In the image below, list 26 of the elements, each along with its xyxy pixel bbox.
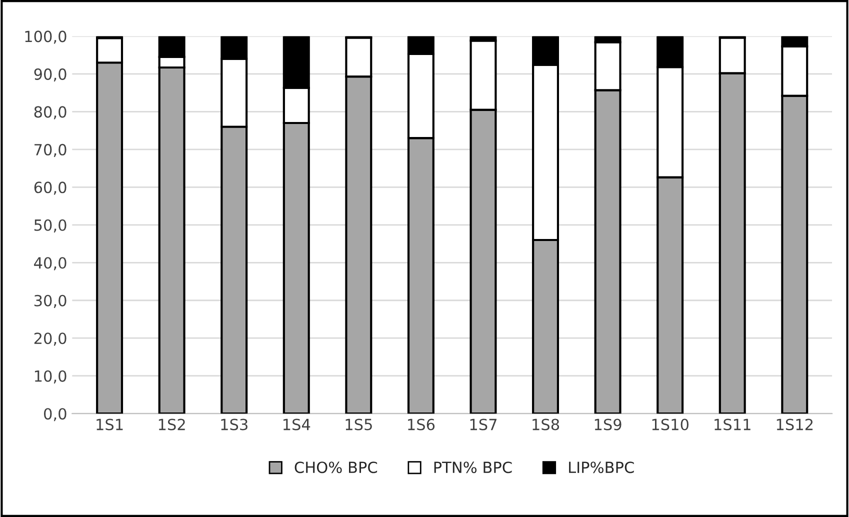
y-tick-label: 20,0 xyxy=(34,332,66,346)
y-tick-label: 0,0 xyxy=(44,408,66,422)
y-tick-label: 40,0 xyxy=(34,257,66,270)
y-tick-label: 80,0 xyxy=(34,106,66,120)
x-tick-label: 1S12 xyxy=(776,418,813,430)
legend-label: LIP%BPC xyxy=(569,462,634,474)
y-tick-label: 100,0 xyxy=(25,30,66,44)
x-tick-label: 1S1 xyxy=(96,418,123,430)
x-tick-label: 1S3 xyxy=(221,418,248,430)
y-tick-label: 50,0 xyxy=(34,219,66,232)
y-tick-label: 10,0 xyxy=(34,370,66,384)
x-tick-label: 1S7 xyxy=(470,418,496,430)
x-tick-label: 1S11 xyxy=(714,418,750,430)
y-tick-label: 60,0 xyxy=(34,182,66,195)
x-tick-label: 1S4 xyxy=(283,418,310,430)
legend-label: PTN% BPC xyxy=(434,462,512,474)
y-tick-label: 70,0 xyxy=(34,144,66,157)
x-tick-label: 1S9 xyxy=(594,418,622,430)
x-tick-label: 1S2 xyxy=(158,418,185,430)
y-tick-label: 30,0 xyxy=(34,294,66,308)
y-tick-label: 90,0 xyxy=(34,68,66,82)
x-tick-label: 1S10 xyxy=(652,418,688,430)
legend-label: CHO% BPC xyxy=(294,462,378,474)
x-tick-label: 1S6 xyxy=(408,418,435,430)
x-tick-label: 1S8 xyxy=(532,418,560,430)
x-tick-label: 1S5 xyxy=(346,418,372,430)
